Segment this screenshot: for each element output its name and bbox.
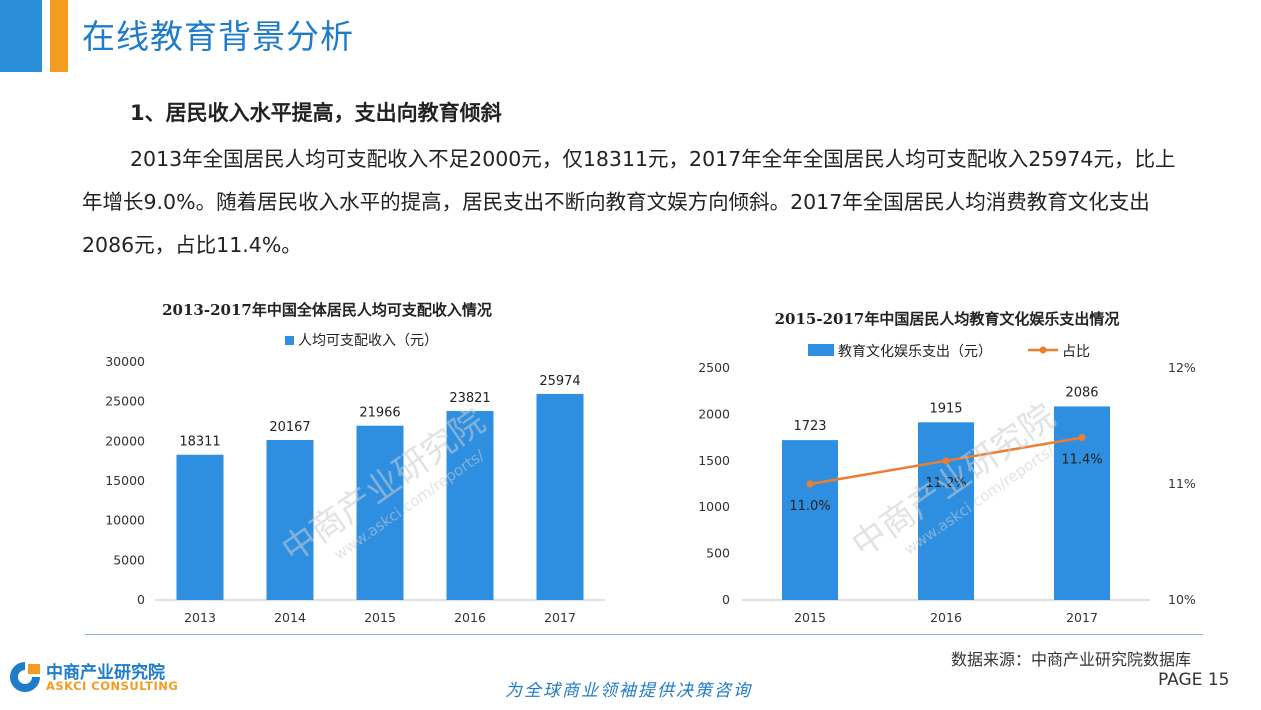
y-tick-label: 2000 [698, 406, 730, 421]
data-label: 18311 [179, 435, 220, 450]
chart-title: 2013-2017年中国全体居民人均可支配收入情况 [162, 301, 492, 319]
y-tick-label: 1500 [698, 453, 730, 468]
source-divider [85, 634, 1203, 635]
header-accent-blue [0, 0, 42, 72]
page-title: 在线教育背景分析 [82, 17, 354, 56]
y-tick-label: 0 [137, 592, 145, 607]
y2-tick-label: 10% [1168, 592, 1196, 607]
data-source: 数据来源：中商产业研究院数据库 [950, 650, 1191, 669]
company-logo: 中商产业研究院 ASKCI CONSULTING [8, 658, 178, 698]
bar [918, 422, 974, 600]
data-label: 2086 [1065, 385, 1098, 400]
y-tick-label: 30000 [105, 354, 145, 369]
legend-label: 人均可支配收入（元） [298, 333, 438, 349]
line-data-label: 11.0% [789, 499, 830, 514]
bar [536, 393, 584, 600]
legend-swatch-marker [1039, 346, 1047, 354]
y-tick-label: 1000 [698, 499, 730, 514]
section-paragraph: 2013年全国居民人均可支配收入不足2000元，仅18311元，2017年全年全… [82, 147, 1176, 257]
data-label: 21966 [359, 406, 400, 421]
bar [446, 411, 494, 600]
chart-title: 2015-2017年中国居民人均教育文化娱乐支出情况 [775, 310, 1120, 328]
bar [266, 440, 314, 600]
x-tick-label: 2016 [930, 610, 962, 625]
x-tick-label: 2015 [794, 610, 826, 625]
y-tick-label: 0 [722, 592, 730, 607]
x-tick-label: 2013 [184, 610, 216, 625]
line-point [806, 480, 814, 488]
line-data-label: 11.2% [925, 476, 966, 491]
y-tick-label: 5000 [113, 552, 145, 567]
y-tick-label: 500 [706, 546, 730, 561]
x-tick-label: 2017 [544, 610, 576, 625]
x-tick-label: 2016 [454, 610, 486, 625]
y-tick-label: 10000 [105, 513, 145, 528]
logo-name-cn: 中商产业研究院 [46, 663, 165, 683]
page-number: PAGE 15 [1158, 670, 1230, 690]
data-label: 1723 [793, 419, 826, 434]
line-data-label: 11.4% [1061, 453, 1102, 468]
bar [176, 454, 224, 600]
y2-tick-label: 11% [1168, 476, 1196, 491]
y-tick-label: 2500 [698, 360, 730, 375]
education-spending-chart: 2015-2017年中国居民人均教育文化娱乐支出情况教育文化娱乐支出（元） 占比 0… [660, 300, 1205, 630]
logo-mark-icon [10, 662, 40, 692]
footer-slogan: 为全球商业领袖提供决策咨询 [505, 681, 752, 701]
legend-swatch [285, 336, 294, 345]
legend-swatch-bar [808, 344, 834, 356]
section-title: 1、居民收入水平提高，支出向教育倾斜 [130, 101, 502, 125]
income-chart: 2013-2017年中国全体居民人均可支配收入情况人均可支配收入（元） 0 5000… [85, 290, 625, 630]
x-tick-label: 2017 [1066, 610, 1098, 625]
y2-tick-label: 12% [1168, 360, 1196, 375]
x-tick-label: 2014 [274, 610, 306, 625]
data-label: 20167 [269, 420, 310, 435]
bar [356, 425, 404, 600]
x-tick-label: 2015 [364, 610, 396, 625]
legend-label-line: 占比 [1062, 344, 1090, 360]
y-tick-label: 25000 [105, 394, 145, 409]
logo-name-en: ASKCI CONSULTING [46, 679, 179, 693]
line-point [942, 457, 950, 465]
data-label: 23821 [449, 391, 490, 406]
header-accent-orange [50, 0, 68, 72]
legend-label-bar: 教育文化娱乐支出（元） [838, 344, 992, 360]
line-point [1078, 434, 1086, 442]
data-label: 25974 [539, 374, 580, 389]
y-tick-label: 15000 [105, 473, 145, 488]
data-label: 1915 [929, 401, 962, 416]
bar [782, 440, 838, 600]
y-tick-label: 20000 [105, 433, 145, 448]
